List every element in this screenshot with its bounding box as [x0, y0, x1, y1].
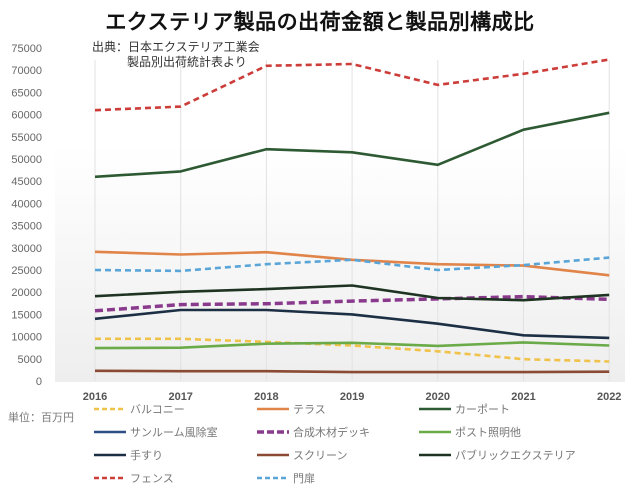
series-line-4: [94, 294, 610, 313]
y-tick-label: 10000: [11, 332, 42, 344]
x-tick-label: 2019: [340, 391, 364, 400]
y-tick-label: 45000: [11, 176, 42, 188]
legend-swatch-icon: [257, 476, 289, 480]
source-line-2: 製品別出荷統計表より: [127, 55, 247, 69]
y-tick-label: 55000: [11, 132, 42, 144]
series-line-1: [94, 250, 610, 277]
legend-label: 門扉: [293, 472, 315, 485]
source-line-1: 出典：日本エクステリア工業会: [92, 40, 260, 54]
x-axis-ticks: 2016 2017 2018 2019 2020 2021 2022: [83, 391, 622, 400]
legend-label: テラス: [293, 403, 326, 416]
source-note: 出典：日本エクステリア工業会 製品別出荷統計表より: [92, 40, 260, 70]
legend-swatch-icon: [419, 453, 451, 457]
legend-swatch-icon: [94, 430, 126, 434]
legend-item[interactable]: カーポート: [418, 401, 510, 417]
legend-swatch-icon: [419, 407, 451, 411]
legend-swatch-icon: [257, 407, 289, 411]
legend-label: パブリックエクステリア: [455, 449, 576, 462]
x-tick-label: 2020: [426, 391, 450, 400]
grid: [94, 60, 610, 381]
y-tick-label: 50000: [11, 154, 42, 166]
y-tick-label: 5000: [18, 354, 42, 366]
legend-swatch-icon: [419, 430, 451, 434]
legend-item[interactable]: 手すり: [93, 447, 163, 463]
y-tick-label: 75000: [11, 43, 42, 55]
x-tick-label: 2017: [168, 391, 192, 400]
series-line-10: [94, 256, 610, 273]
y-tick-label: 60000: [11, 110, 42, 122]
legend-item[interactable]: パブリックエクステリア: [418, 447, 576, 463]
unit-label: 単位：百万円: [8, 411, 74, 424]
legend-item[interactable]: 門扉: [256, 470, 315, 486]
legend-item[interactable]: バルコニー: [93, 401, 185, 417]
y-tick-label: 35000: [11, 221, 42, 233]
legend-item[interactable]: ポスト照明他: [418, 424, 521, 440]
legend-label: スクリーン: [293, 449, 348, 462]
series-lines: [94, 58, 610, 374]
x-tick-label: 2021: [511, 391, 535, 400]
y-tick-label: 30000: [11, 243, 42, 255]
series-line-0: [95, 337, 610, 363]
legend-label: フェンス: [130, 472, 174, 485]
legend-item[interactable]: テラス: [256, 401, 326, 417]
legend-swatch-icon: [257, 453, 289, 457]
y-tick-label: 20000: [11, 287, 42, 299]
y-tick-label: 70000: [11, 65, 42, 77]
y-tick-label: 15000: [11, 309, 42, 321]
y-axis-ticks: 0 5000 10000 15000 20000 25000 30000 35000 40000…: [11, 43, 42, 388]
legend-label: 手すり: [130, 449, 163, 462]
legend-item[interactable]: フェンス: [93, 470, 174, 486]
legend-label: バルコニー: [130, 403, 185, 416]
legend-swatch-icon: [94, 453, 126, 457]
line-chart: 0 5000 10000 15000 20000 25000 30000 35000 40000…: [11, 43, 625, 400]
chart-title: エクステリア製品の出荷金額と製品別構成比: [105, 10, 535, 34]
legend-item[interactable]: サンルーム風除室: [93, 424, 218, 440]
legend-swatch-icon: [257, 430, 289, 434]
legend-item[interactable]: 合成木材デッキ: [256, 424, 370, 440]
y-tick-label: 25000: [11, 265, 42, 277]
series-line-7: [94, 369, 610, 374]
x-tick-label: 2022: [597, 391, 621, 400]
legend-label: カーポート: [455, 403, 510, 416]
y-tick-label: 0: [36, 376, 42, 388]
legend-swatch-icon: [94, 476, 126, 480]
legend-item[interactable]: スクリーン: [256, 447, 347, 463]
legend-label: ポスト照明他: [455, 426, 521, 439]
legend-label: サンルーム風除室: [130, 426, 218, 439]
legend-swatch-icon: [94, 407, 126, 411]
legend-label: 合成木材デッキ: [293, 426, 370, 439]
y-tick-label: 65000: [11, 87, 42, 99]
x-tick-label: 2016: [83, 391, 107, 400]
y-tick-label: 40000: [11, 198, 42, 210]
x-tick-label: 2018: [254, 391, 278, 400]
